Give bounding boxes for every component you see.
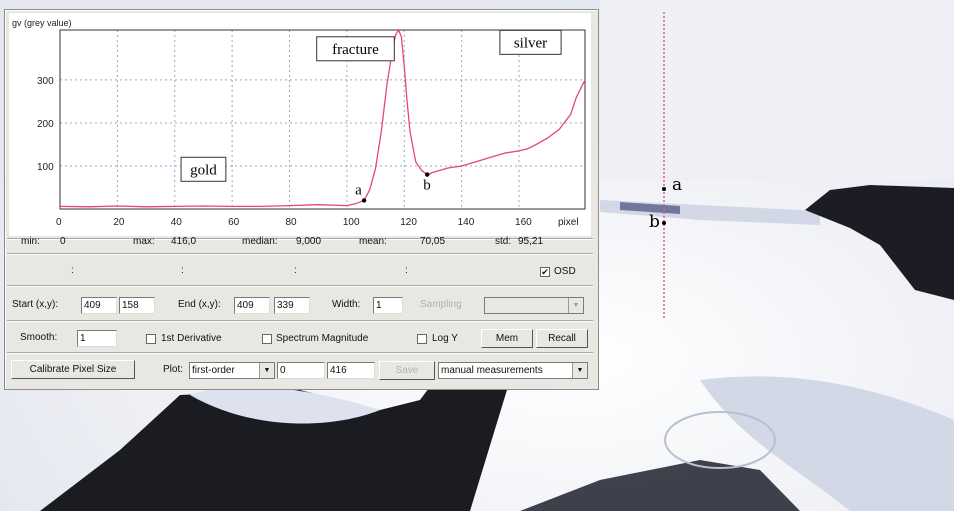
max-value: 416,0 [171,236,197,247]
min-value: 0 [60,236,66,247]
mean-label: mean: [359,236,387,247]
x-tick-label: 160 [515,217,532,228]
separator [7,253,593,255]
y-tick-label: 100 [37,162,54,173]
measurement-select[interactable]: manual measurements ▼ [438,362,588,379]
mem-button[interactable]: Mem [481,329,533,348]
separator [7,320,593,322]
x-tick-label: 0 [56,217,62,228]
chevron-down-icon: ▼ [572,363,587,378]
end-y-input[interactable]: 339 [274,297,310,314]
mean-value: 70,05 [420,236,446,247]
y-tick-label: 200 [37,119,54,130]
x-tick-label: 20 [113,217,125,228]
coord-colon-2: : [181,265,184,276]
log-y-checkbox[interactable] [417,334,427,344]
annotation-point [425,172,430,177]
annotation-letter: a [355,182,362,198]
start-label: Start (x,y): [12,299,59,310]
series-line [59,28,586,208]
calibrate-pixel-size-button[interactable]: Calibrate Pixel Size [11,360,135,379]
width-label: Width: [332,299,361,310]
annotation-label: fracture [332,42,379,58]
line-profile-window: gv (grey value) 0 20 40 60 80 100 120 140 160 100… [4,9,599,390]
max-label: max: [133,236,155,247]
derivative-label: 1st Derivative [161,333,222,344]
x-tick-label: 140 [458,217,475,228]
x-tick-label: 120 [400,217,417,228]
width-input[interactable]: 1 [373,297,403,314]
plot-area [59,29,586,210]
end-x-input[interactable]: 409 [234,297,270,314]
osd-label: OSD [554,266,576,277]
separator [7,352,593,354]
point-b-label: b [649,212,660,232]
point-a-dot [662,187,666,191]
separator [7,238,593,240]
y-axis-label: gv (grey value) [12,18,72,28]
profile-chart: gv (grey value) 0 20 40 60 80 100 120 140 160 100… [9,13,591,236]
x-axis-label: pixel [558,217,579,228]
spectrum-label: Spectrum Magnitude [276,333,369,344]
x-tick-label: 100 [343,217,360,228]
coord-colon-1: : [71,265,74,276]
axis-ticks: 0 20 40 60 80 100 120 140 160 100 200 300 [37,76,532,228]
plot-label: Plot: [163,364,184,375]
chart-annotations: gold fracture silver a b [180,29,562,203]
chevron-down-icon: ▼ [259,363,274,378]
recall-button[interactable]: Recall [536,329,588,348]
start-x-input[interactable]: 409 [81,297,117,314]
plot-select[interactable]: first-order ▼ [189,362,275,379]
x-tick-label: 60 [228,217,240,228]
y-tick-label: 300 [37,76,54,87]
median-label: median: [242,236,278,247]
x-tick-label: 80 [286,217,298,228]
smooth-label: Smooth: [20,332,58,343]
min-label: min: [21,236,40,247]
point-b-dot [662,221,666,225]
profile-chart-svg: gv (grey value) 0 20 40 60 80 100 120 140 160 100… [12,18,586,228]
range-min-input[interactable]: 0 [277,362,325,379]
point-a-label: a [672,175,683,195]
annotation-box [499,29,562,55]
plot-value: first-order [192,365,235,376]
start-y-input[interactable]: 158 [119,297,155,314]
std-value: 95,21 [518,236,544,247]
annotation-letter: b [423,178,431,194]
annotation-box [316,36,395,62]
measurement-value: manual measurements [441,365,543,376]
separator [7,285,593,287]
annotation-point [361,198,367,203]
coord-colon-4: : [405,265,408,276]
spectrum-checkbox[interactable] [262,334,272,344]
derivative-checkbox[interactable] [146,334,156,344]
annotation-label: silver [514,35,547,51]
x-tick-label: 40 [171,217,183,228]
std-label: std: [495,236,512,247]
annotation-label: gold [190,162,217,178]
sampling-label: Sampling [420,299,462,310]
range-max-input[interactable]: 416 [327,362,375,379]
coord-colon-3: : [294,265,297,276]
annotation-box [180,156,227,182]
log-y-label: Log Y [432,333,458,344]
smooth-input[interactable]: 1 [77,330,117,347]
save-button[interactable]: Save [379,361,435,380]
sampling-select[interactable]: ▼ [484,297,584,314]
median-value: 9,000 [296,236,322,247]
end-label: End (x,y): [178,299,221,310]
osd-checkbox[interactable]: ✔ [540,267,550,277]
chevron-down-icon: ▼ [568,298,583,313]
